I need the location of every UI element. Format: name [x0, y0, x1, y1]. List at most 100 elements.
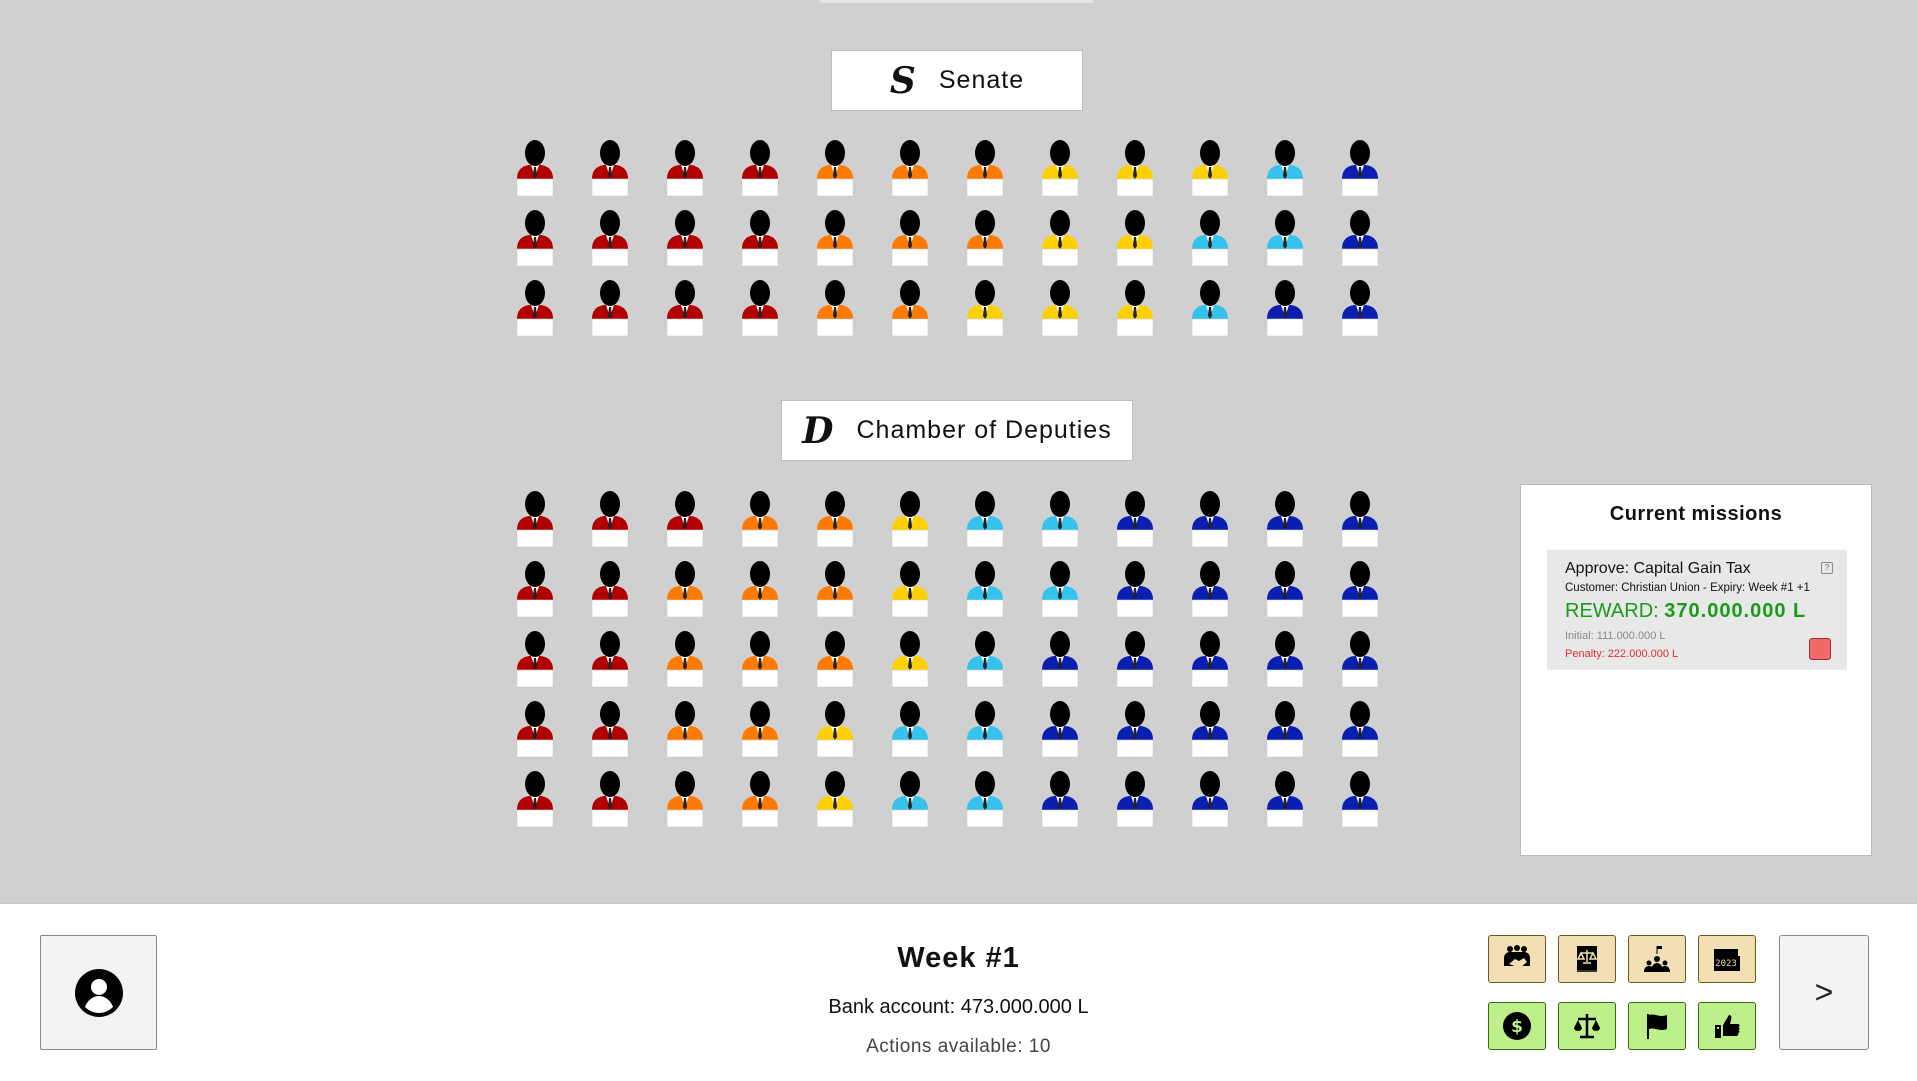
deputy-seat [1188, 700, 1232, 764]
senate-seat [963, 279, 1007, 343]
mission-initial: Initial: 111.000.000 L [1565, 630, 1666, 642]
dollar-icon: $ [1503, 1012, 1531, 1040]
senate-seat [1263, 139, 1307, 203]
deputy-seat [1038, 490, 1082, 554]
senate-seat [1188, 279, 1232, 343]
deputy-seat [1113, 560, 1157, 624]
deputy-seat [1188, 490, 1232, 554]
deputy-seat [1263, 560, 1307, 624]
deputy-seat [663, 630, 707, 694]
senate-seat [1338, 209, 1382, 273]
deputy-seat [813, 560, 857, 624]
senate-seat [663, 139, 707, 203]
law-book-icon [1576, 946, 1598, 972]
laws-button[interactable] [1558, 935, 1616, 983]
senate-seat [963, 209, 1007, 273]
next-week-button[interactable]: > [1779, 935, 1869, 1050]
deputy-seat [663, 490, 707, 554]
deputy-seat [1113, 630, 1157, 694]
senate-title: Senate [938, 66, 1025, 94]
deputy-seat [888, 770, 932, 834]
deputy-seat [813, 630, 857, 694]
senate-seat [1113, 279, 1157, 343]
senate-seat [1113, 209, 1157, 273]
senate-seat [1263, 279, 1307, 343]
scales-icon [1574, 1014, 1600, 1039]
deputy-seat [513, 630, 557, 694]
deputy-seat [813, 490, 857, 554]
justice-button[interactable] [1558, 1002, 1616, 1050]
help-icon[interactable]: ? [1821, 562, 1833, 574]
deputy-seat [1188, 560, 1232, 624]
mission-cancel-button[interactable] [1809, 638, 1831, 660]
profile-button[interactable] [40, 935, 157, 1050]
deputy-seat [1113, 490, 1157, 554]
deputy-seat [1263, 700, 1307, 764]
deputy-seat [1338, 630, 1382, 694]
senate-seat [1038, 139, 1082, 203]
senate-seat [1038, 279, 1082, 343]
deputies-title: Chamber of Deputies [856, 416, 1112, 444]
senate-seat [1338, 139, 1382, 203]
deputy-seat [813, 700, 857, 764]
coalition-button[interactable] [1488, 935, 1546, 983]
senate-seat [513, 139, 557, 203]
deputy-seat [1188, 630, 1232, 694]
deputy-seat [888, 490, 932, 554]
mission-title: Approve: Capital Gain Tax [1565, 560, 1751, 577]
finance-button[interactable]: $ [1488, 1002, 1546, 1050]
approval-button[interactable] [1698, 1002, 1756, 1050]
deputy-seat [663, 560, 707, 624]
senate-seat [1338, 279, 1382, 343]
senate-header: S Senate [831, 50, 1083, 111]
deputy-seat [663, 700, 707, 764]
missions-title: Current missions [1609, 503, 1783, 525]
deputy-seat [963, 560, 1007, 624]
senate-seat [738, 209, 782, 273]
deputy-seat [813, 770, 857, 834]
senate-seat [888, 209, 932, 273]
deputy-seat [738, 700, 782, 764]
deputy-seat [1188, 770, 1232, 834]
mission-subtitle: Customer: Christian Union - Expiry: Week… [1565, 582, 1810, 594]
deputy-seat [888, 560, 932, 624]
deputy-seat [588, 770, 632, 834]
deputy-seat [1038, 700, 1082, 764]
svg-text:$: $ [1511, 1017, 1523, 1037]
party-button[interactable] [1628, 1002, 1686, 1050]
deputy-seat [513, 700, 557, 764]
calendar-button[interactable]: 2023 [1698, 935, 1756, 983]
deputy-seat [738, 770, 782, 834]
senate-seat [1188, 209, 1232, 273]
deputy-seat [1338, 490, 1382, 554]
mission-card[interactable]: Approve: Capital Gain Tax ? Customer: Ch… [1547, 550, 1847, 670]
deputy-seat [588, 560, 632, 624]
deputy-seat [888, 700, 932, 764]
senate-seat [588, 279, 632, 343]
mission-penalty: Penalty: 222.000.000 L [1565, 648, 1679, 660]
deputy-seat [1113, 770, 1157, 834]
senate-seat [513, 209, 557, 273]
deputy-seat [738, 490, 782, 554]
senate-seat [738, 139, 782, 203]
deputy-seat [1038, 770, 1082, 834]
campaign-button[interactable] [1628, 935, 1686, 983]
bottom-bar: Week #1 Bank account: 473.000.000 L Acti… [0, 903, 1917, 1081]
deputy-seat [963, 630, 1007, 694]
deputy-seat [963, 770, 1007, 834]
reward-value: 370.000.000 L [1664, 600, 1807, 622]
top-tab-edge [819, 0, 1094, 3]
week-label: Week #1 [897, 942, 1020, 974]
deputy-seat [1113, 700, 1157, 764]
senate-seat [888, 279, 932, 343]
deputy-seat [963, 700, 1007, 764]
deputy-seat [1263, 770, 1307, 834]
deputy-seat [588, 700, 632, 764]
deputy-seat [888, 630, 932, 694]
deputy-seat [1338, 560, 1382, 624]
senate-seat [738, 279, 782, 343]
bank-account: Bank account: 473.000.000 L [828, 996, 1089, 1018]
senate-seat [588, 209, 632, 273]
user-avatar-icon [74, 968, 123, 1017]
thumbs-up-icon [1715, 1015, 1740, 1038]
